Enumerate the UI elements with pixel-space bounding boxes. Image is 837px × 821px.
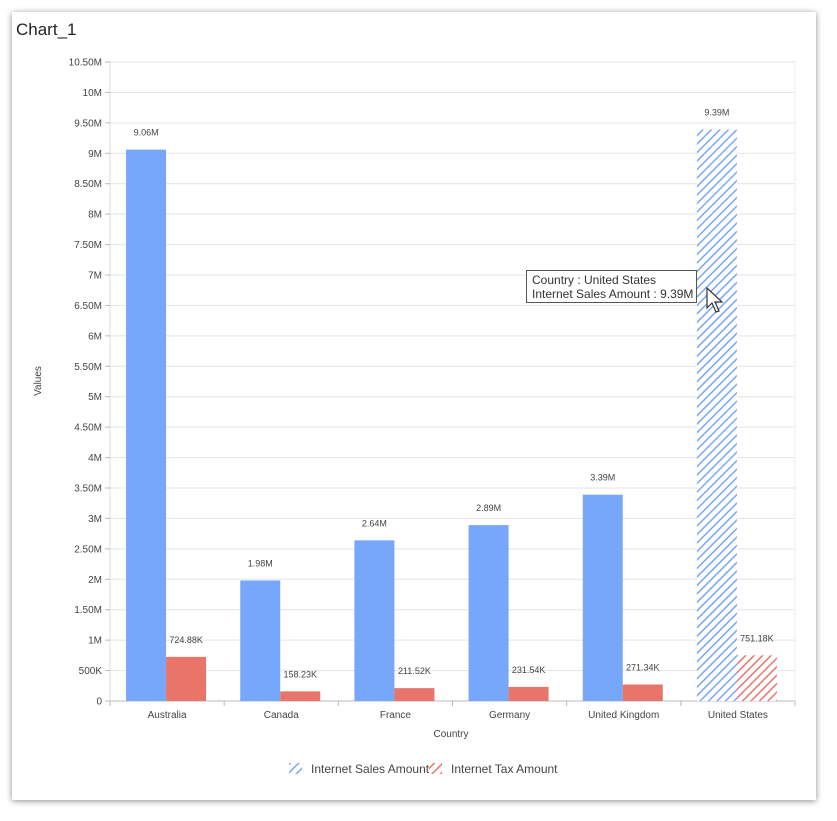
y-tick-label: 8M xyxy=(88,210,102,221)
x-tick-label: Canada xyxy=(264,710,299,721)
chart-title: Chart_1 xyxy=(16,20,77,39)
bar-tax xyxy=(280,691,321,701)
y-tick-label: 8.50M xyxy=(74,179,102,190)
x-axis: Australia Canada France Germany United Kingd… xyxy=(109,701,796,721)
bar-sales xyxy=(582,494,623,701)
bar-sales xyxy=(240,580,281,701)
legend: Internet Sales Amount Internet Tax Amoun… xyxy=(289,762,558,776)
bar-tax xyxy=(736,655,777,701)
bar-sales xyxy=(126,149,167,702)
y-tick-label: 10.50M xyxy=(69,58,102,69)
data-label: 9.39M xyxy=(704,108,729,118)
data-label: 751.18K xyxy=(740,633,774,643)
y-tick-label: 5.50M xyxy=(74,362,102,373)
y-tick-label: 0 xyxy=(96,697,102,708)
gridlines xyxy=(109,61,796,702)
tooltip: Country : United States Internet Sales A… xyxy=(526,270,697,303)
y-tick-label: 1M xyxy=(88,636,102,647)
legend-item-tax[interactable]: Internet Tax Amount xyxy=(429,762,558,776)
bars: 9.06M 724.88K 1.98M 158.23K 2.64M 211.52K 2.89… xyxy=(126,108,777,702)
y-tick-label: 7M xyxy=(88,271,102,282)
bar-tax xyxy=(166,656,207,701)
data-label: 3.39M xyxy=(590,473,615,483)
y-tick-label: 3M xyxy=(88,514,102,525)
x-tick-label: United States xyxy=(708,710,768,721)
data-label: 271.34K xyxy=(626,662,660,672)
x-axis-title: Country xyxy=(433,729,468,740)
y-axis: 0 500K 1M 1.50M 2M 2.50M 3M 3.50M 4M 4.50M 5M 5.50M… xyxy=(69,58,110,708)
bar-sales xyxy=(354,540,395,701)
y-tick-label: 2M xyxy=(88,575,102,586)
y-tick-label: 6M xyxy=(88,331,102,342)
tooltip-line-value: Internet Sales Amount : 9.39M xyxy=(532,287,694,301)
data-label: 211.52K xyxy=(398,666,431,676)
bar-tax xyxy=(394,688,435,701)
x-tick-label: France xyxy=(380,710,412,721)
bar-tax xyxy=(508,686,549,701)
data-label: 2.64M xyxy=(362,518,387,528)
data-label: 1.98M xyxy=(248,559,273,569)
legend-swatch-sales xyxy=(289,763,302,774)
y-tick-label: 9M xyxy=(88,149,102,160)
data-label: 231.54K xyxy=(512,665,546,675)
y-tick-label: 3.50M xyxy=(74,484,102,495)
y-tick-label: 5M xyxy=(88,392,102,403)
data-label: 724.88K xyxy=(169,635,203,645)
legend-label-tax: Internet Tax Amount xyxy=(451,762,558,776)
x-tick-label: Australia xyxy=(148,710,187,721)
x-tick-label: United Kingdom xyxy=(588,710,659,721)
legend-label-sales: Internet Sales Amount xyxy=(311,762,430,776)
data-label: 2.89M xyxy=(476,503,501,513)
y-tick-label: 6.50M xyxy=(74,301,102,312)
y-axis-title: Values xyxy=(33,366,44,396)
legend-item-sales[interactable]: Internet Sales Amount xyxy=(289,762,430,776)
y-tick-label: 9.50M xyxy=(74,118,102,129)
y-tick-label: 4.50M xyxy=(74,423,102,434)
mouse-cursor-icon xyxy=(706,287,724,313)
y-tick-label: 1.50M xyxy=(74,605,102,616)
y-tick-label: 10M xyxy=(83,88,102,99)
legend-swatch-tax xyxy=(429,763,442,774)
bar-sales xyxy=(468,525,509,701)
y-tick-label: 7.50M xyxy=(74,240,102,251)
tooltip-line-country: Country : United States xyxy=(532,273,657,287)
y-tick-label: 500K xyxy=(79,666,103,677)
bar-tax xyxy=(622,684,663,701)
data-label: 158.23K xyxy=(283,669,317,679)
bar-sales xyxy=(696,129,737,702)
y-tick-label: 2.50M xyxy=(74,544,102,555)
x-tick-label: Germany xyxy=(489,710,530,721)
data-label: 9.06M xyxy=(134,128,159,138)
y-tick-label: 4M xyxy=(88,453,102,464)
